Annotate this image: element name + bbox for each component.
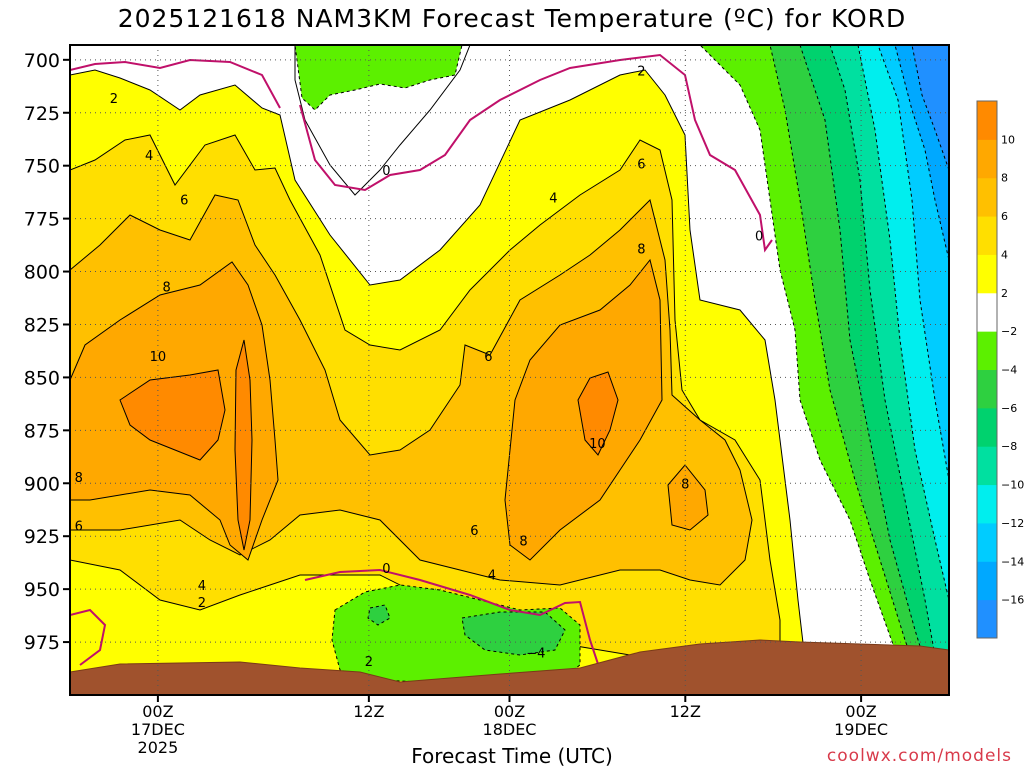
contour-label: 4 xyxy=(198,579,206,594)
y-tick-label: 875 xyxy=(24,420,60,442)
colorbar-frame xyxy=(976,100,998,639)
colorbar-swatch xyxy=(977,292,997,332)
colorbar-swatch xyxy=(977,484,997,524)
cold-region-top xyxy=(294,45,463,111)
cold-pool-spot xyxy=(367,604,391,626)
colorbar-swatch xyxy=(977,446,997,486)
colorbar-swatch xyxy=(977,177,997,217)
cold-band-m16 xyxy=(911,45,949,171)
y-tick-label: 825 xyxy=(24,314,60,336)
x-tick-label: 12Z xyxy=(353,702,384,721)
colorbar-swatch xyxy=(977,599,997,639)
y-tick-label: 800 xyxy=(24,262,60,284)
contour-label: 0 xyxy=(382,164,390,179)
contour-label: 4 xyxy=(145,149,153,164)
contour-label: 8 xyxy=(163,280,171,295)
colorbar-swatch xyxy=(977,522,997,562)
y-tick-label: 900 xyxy=(24,473,60,495)
colorbar: 10 8 6 4 2 −2 −4 −6 −8 −10 −12 −14 −16 xyxy=(976,100,1024,639)
y-axis: 700 725 750 775 800 825 850 875 900 925 950 975 xyxy=(24,50,70,654)
credit-text: coolwx.com/models xyxy=(826,746,1012,766)
contour-label: 2 xyxy=(110,92,118,107)
x-tick-label: 00Z xyxy=(494,702,525,721)
contour-label: 8 xyxy=(519,534,527,549)
colorbar-swatch xyxy=(977,101,997,140)
colorbar-label: 6 xyxy=(1001,210,1008,223)
y-tick-label: 750 xyxy=(24,156,60,178)
contour-label: 4 xyxy=(488,568,496,583)
contour-label: 2 xyxy=(198,596,206,611)
warm-core-10c xyxy=(577,371,619,456)
x-tick-label: 19DEC xyxy=(834,720,888,739)
contour-labels: 2 4 6 8 10 8 6 4 2 0 0 2 4 6 8 6 4 6 8 10 8 2 0 −4 xyxy=(75,64,764,670)
colorbar-label: −4 xyxy=(1001,364,1017,377)
x-tick-label: 00Z xyxy=(845,702,876,721)
y-tick-label: 850 xyxy=(24,367,60,389)
chart-title: 2025121618 NAM3KM Forecast Temperature (… xyxy=(117,4,907,33)
contour-label: 2 xyxy=(365,655,373,670)
colorbar-label: −8 xyxy=(1001,440,1017,453)
contour-label: 10 xyxy=(589,437,606,452)
x-tick-label: 17DEC xyxy=(131,720,185,739)
plot-fields xyxy=(70,45,949,695)
contour-label: 0 xyxy=(382,562,390,577)
colorbar-label: −12 xyxy=(1001,517,1024,530)
colorbar-label: 10 xyxy=(1001,133,1015,146)
colorbar-label: 4 xyxy=(1001,248,1008,261)
contour-label: 6 xyxy=(180,194,188,209)
colorbar-swatch xyxy=(977,216,997,255)
warm-core-10a xyxy=(119,369,226,461)
contour-label: 2 xyxy=(637,64,645,79)
terrain xyxy=(70,639,949,695)
colorbar-swatch xyxy=(977,139,997,179)
y-tick-label: 925 xyxy=(24,526,60,548)
colorbar-label: −6 xyxy=(1001,402,1017,415)
contour-label: 6 xyxy=(75,520,83,535)
contour-label: 4 xyxy=(549,191,557,206)
y-tick-label: 950 xyxy=(24,579,60,601)
freezing-line-left xyxy=(70,608,107,666)
y-tick-label: 975 xyxy=(24,632,60,654)
contour-label: 6 xyxy=(470,524,478,539)
colorbar-label: −16 xyxy=(1001,594,1024,607)
y-tick-label: 700 xyxy=(24,50,60,72)
contour-label: 6 xyxy=(484,350,492,365)
colorbar-label: 8 xyxy=(1001,172,1008,185)
contour-label: 8 xyxy=(637,242,645,257)
freezing-line xyxy=(70,53,773,253)
cold-pool-core xyxy=(461,611,566,656)
contour-label: 0 xyxy=(755,230,763,245)
x-tick-label: 18DEC xyxy=(483,720,537,739)
colorbar-swatch xyxy=(977,407,997,447)
colorbar-label: 2 xyxy=(1001,287,1008,300)
x-tick-label: 12Z xyxy=(670,702,701,721)
contour-label: 8 xyxy=(681,477,689,492)
colorbar-swatch xyxy=(977,331,997,370)
x-axis-label: Forecast Time (UTC) xyxy=(411,744,613,768)
colorbar-swatch xyxy=(977,561,997,601)
contour-label: 6 xyxy=(637,158,645,173)
colorbar-label: −14 xyxy=(1001,555,1024,568)
gridlines xyxy=(70,45,949,695)
colorbar-label: −10 xyxy=(1001,479,1024,492)
colorbar-swatch xyxy=(977,254,997,294)
y-tick-label: 725 xyxy=(24,103,60,125)
contour-label: 10 xyxy=(150,350,167,365)
contour-label: 8 xyxy=(75,471,83,486)
y-tick-label: 775 xyxy=(24,209,60,231)
x-tick-label: 00Z xyxy=(142,702,173,721)
warm-core-10b xyxy=(234,339,253,551)
colorbar-swatch xyxy=(977,369,997,409)
contour-label: −4 xyxy=(526,647,545,662)
colorbar-label: −2 xyxy=(1001,325,1017,338)
x-tick-label: 2025 xyxy=(138,738,179,757)
